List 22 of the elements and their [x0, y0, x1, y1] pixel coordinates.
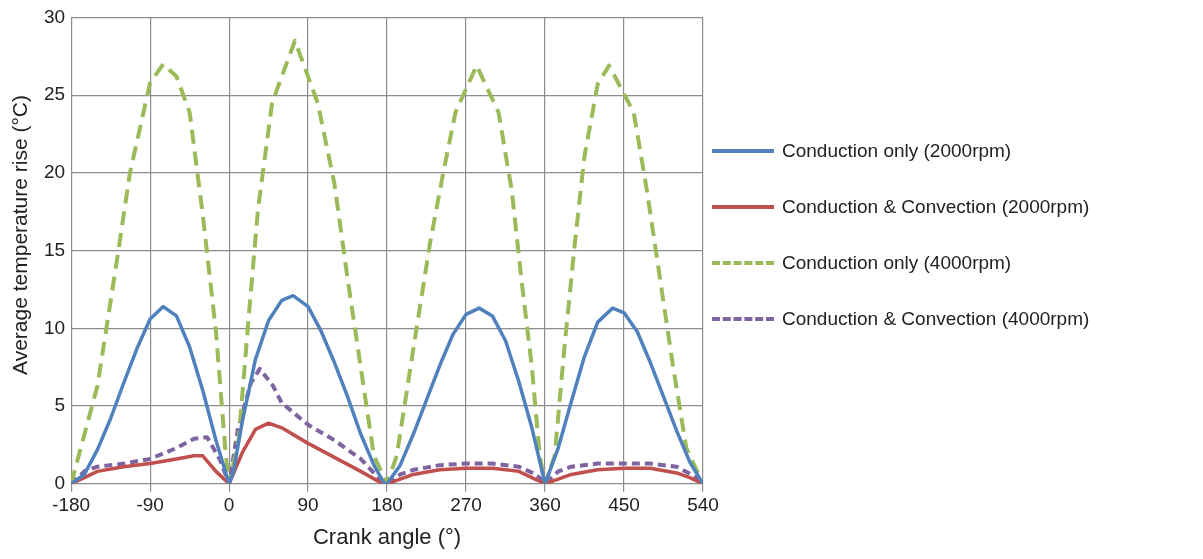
y-tick-label: 15: [43, 238, 66, 260]
y-tick-label: 20: [43, 161, 66, 183]
legend-label: Conduction & Convection (2000rpm): [782, 196, 1090, 218]
y-tick-label: 30: [43, 5, 66, 27]
x-tick-label: 180: [371, 494, 403, 516]
y-axis-title: Average temperature rise (°C): [8, 95, 32, 375]
y-tick-label: 0: [54, 472, 66, 494]
x-tick-label: 450: [608, 494, 640, 516]
x-tick-label: -90: [136, 494, 164, 516]
x-tick-label: 90: [297, 494, 319, 516]
x-axis-title: Crank angle (°): [312, 523, 462, 549]
x-tick-label: 360: [529, 494, 561, 516]
y-tick-label: 5: [54, 394, 66, 416]
legend-label: Conduction only (4000rpm): [782, 252, 1012, 274]
x-tick-label: 540: [687, 494, 719, 516]
x-tick-label: 270: [450, 494, 482, 516]
legend-label: Conduction only (2000rpm): [782, 140, 1012, 162]
y-tick-label: 10: [43, 316, 66, 338]
y-tick-label: 25: [43, 83, 66, 105]
x-tick-label: -180: [52, 494, 91, 516]
legend-label: Conduction & Convection (4000rpm): [782, 308, 1090, 330]
x-tick-label: 0: [223, 494, 235, 516]
